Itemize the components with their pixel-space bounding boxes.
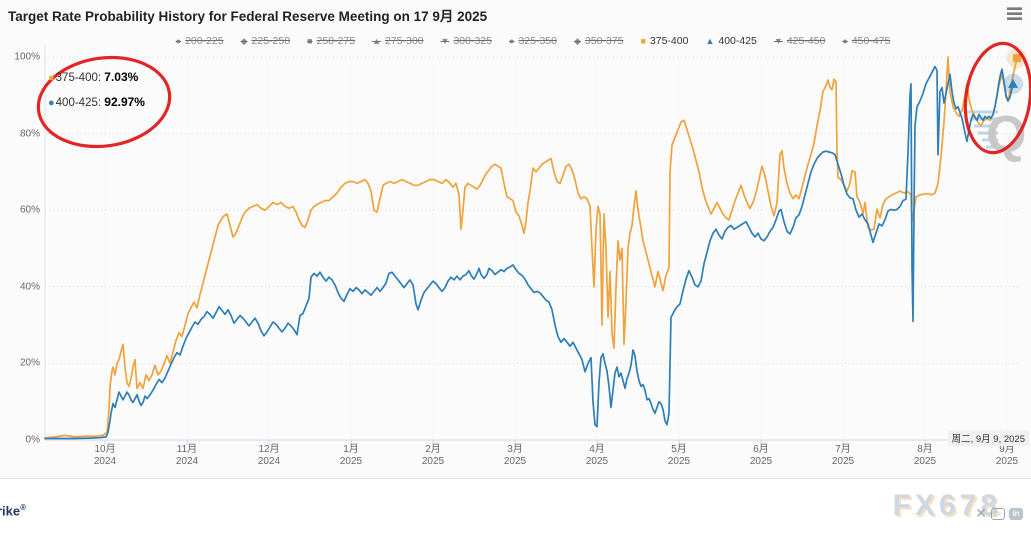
chart-plot-area[interactable]: Q bbox=[0, 0, 1031, 478]
crosshair-date-label: 周二, 9月 9, 2025 bbox=[947, 430, 1029, 446]
square-marker-icon: ■ bbox=[640, 35, 646, 46]
page-title: Target Rate Probability History for Fede… bbox=[8, 9, 488, 24]
legend-item-450-475[interactable]: ● 450-475 bbox=[842, 35, 890, 47]
series-line-375-400 bbox=[44, 56, 1018, 439]
divider-line bbox=[0, 478, 1031, 479]
square-marker-icon bbox=[1013, 54, 1021, 63]
tooltip-value: 92.97% bbox=[104, 95, 145, 109]
triangle-down-marker-icon: ▼ bbox=[440, 35, 450, 46]
tooltip-label: 375-400 bbox=[55, 72, 98, 84]
y-axis-tick-label: 40% bbox=[19, 281, 40, 293]
x-axis-tick-label: 4月 2025 bbox=[585, 444, 609, 467]
social-icons: ✕ ▷ in bbox=[975, 505, 1023, 522]
x-axis-tick-label: 10月 2024 bbox=[93, 444, 117, 467]
legend-item-200-225[interactable]: ● 200-225 bbox=[176, 35, 224, 47]
legend-item-375-400[interactable]: ■ 375-400 bbox=[640, 35, 688, 47]
series-bullet-icon: ● bbox=[48, 97, 55, 109]
x-axis-tick-label: 5月 2025 bbox=[667, 444, 691, 467]
square-marker-icon: ■ bbox=[307, 35, 313, 46]
diamond-marker-icon: ◆ bbox=[240, 35, 248, 46]
brand-logo-partial: rike® bbox=[0, 503, 27, 519]
play-icon[interactable]: ▷ bbox=[991, 507, 1005, 520]
x-axis-tick-label: 9月 2025 bbox=[995, 444, 1019, 467]
tooltip-row: ●375-400: 7.03% bbox=[48, 70, 139, 84]
series-line-400-425 bbox=[44, 65, 1014, 440]
x-axis-tick-label: 2月 2025 bbox=[421, 444, 445, 467]
hover-tooltip: ●375-400: 7.03% ●400-425: 92.97% bbox=[48, 70, 145, 120]
y-axis-tick-label: 100% bbox=[14, 51, 40, 63]
legend-item-400-425[interactable]: ▲ 400-425 bbox=[705, 35, 756, 47]
legend-label: 350-375 bbox=[584, 35, 624, 47]
triangle-down-marker-icon: ▼ bbox=[773, 35, 783, 46]
x-axis-tick-label: 8月 2025 bbox=[913, 444, 937, 467]
legend-label: 325-350 bbox=[518, 35, 557, 47]
y-axis-tick-label: 80% bbox=[19, 128, 40, 140]
circle-marker-icon: ● bbox=[175, 35, 182, 46]
hamburger-menu-icon[interactable] bbox=[1007, 7, 1022, 20]
legend-item-325-350[interactable]: ● 325-350 bbox=[509, 35, 557, 47]
legend-label: 375-400 bbox=[649, 35, 689, 47]
circle-marker-icon: ● bbox=[509, 35, 515, 46]
legend-label: 275-300 bbox=[384, 35, 424, 47]
triangle-up-marker-icon: ▲ bbox=[705, 35, 715, 46]
tooltip-label: 400-425 bbox=[55, 97, 98, 109]
y-axis-tick-label: 0% bbox=[25, 434, 40, 446]
x-axis-tick-label: 3月 2025 bbox=[503, 444, 527, 467]
y-axis-tick-label: 20% bbox=[19, 357, 40, 369]
x-axis-tick-label: 1月 2025 bbox=[339, 444, 363, 467]
x-icon[interactable]: ✕ bbox=[975, 505, 987, 521]
legend-item-225-250[interactable]: ◆ 225-250 bbox=[241, 35, 290, 47]
legend-label: 425-450 bbox=[786, 35, 826, 47]
legend-label: 450-475 bbox=[851, 35, 891, 47]
legend: ● 200-225 ◆ 225-250 ■ 250-275 ▲ 275-300 ▼ 300-325… bbox=[45, 35, 1021, 47]
series-bullet-icon: ● bbox=[48, 72, 55, 84]
linkedin-icon[interactable]: in bbox=[1009, 507, 1023, 520]
legend-item-425-450[interactable]: ▼ 425-450 bbox=[774, 35, 825, 47]
legend-item-250-275[interactable]: ■ 250-275 bbox=[307, 35, 355, 47]
tooltip-value: 7.03% bbox=[104, 70, 139, 84]
triangle-marker-icon bbox=[1008, 78, 1018, 88]
x-axis-tick-label: 6月 2025 bbox=[749, 444, 773, 467]
legend-label: 225-250 bbox=[251, 35, 291, 47]
legend-item-350-375[interactable]: ◆ 350-375 bbox=[574, 35, 623, 47]
red-highlight-ellipse bbox=[36, 55, 172, 149]
legend-label: 250-275 bbox=[316, 35, 356, 47]
footer: rike® FX678 ✕ ▷ in bbox=[0, 479, 1031, 544]
circle-marker-icon: ● bbox=[842, 35, 848, 46]
y-axis-tick-label: 60% bbox=[19, 204, 40, 216]
triangle-up-marker-icon: ▲ bbox=[372, 35, 381, 46]
x-axis-tick-label: 12月 2024 bbox=[257, 444, 281, 467]
legend-item-300-325[interactable]: ▼ 300-325 bbox=[441, 35, 492, 47]
diamond-marker-icon: ◆ bbox=[573, 35, 581, 46]
legend-item-275-300[interactable]: ▲ 275-300 bbox=[372, 35, 423, 47]
legend-label: 300-325 bbox=[453, 35, 492, 47]
fx678-watermark: FX678 bbox=[892, 489, 1001, 522]
x-axis-tick-label: 11月 2024 bbox=[175, 444, 199, 467]
legend-label: 400-425 bbox=[718, 35, 757, 47]
legend-label: 200-225 bbox=[185, 35, 224, 47]
red-highlight-ellipse bbox=[963, 41, 1031, 155]
tooltip-row: ●400-425: 92.97% bbox=[48, 95, 145, 109]
x-axis-tick-label: 7月 2025 bbox=[831, 444, 855, 467]
